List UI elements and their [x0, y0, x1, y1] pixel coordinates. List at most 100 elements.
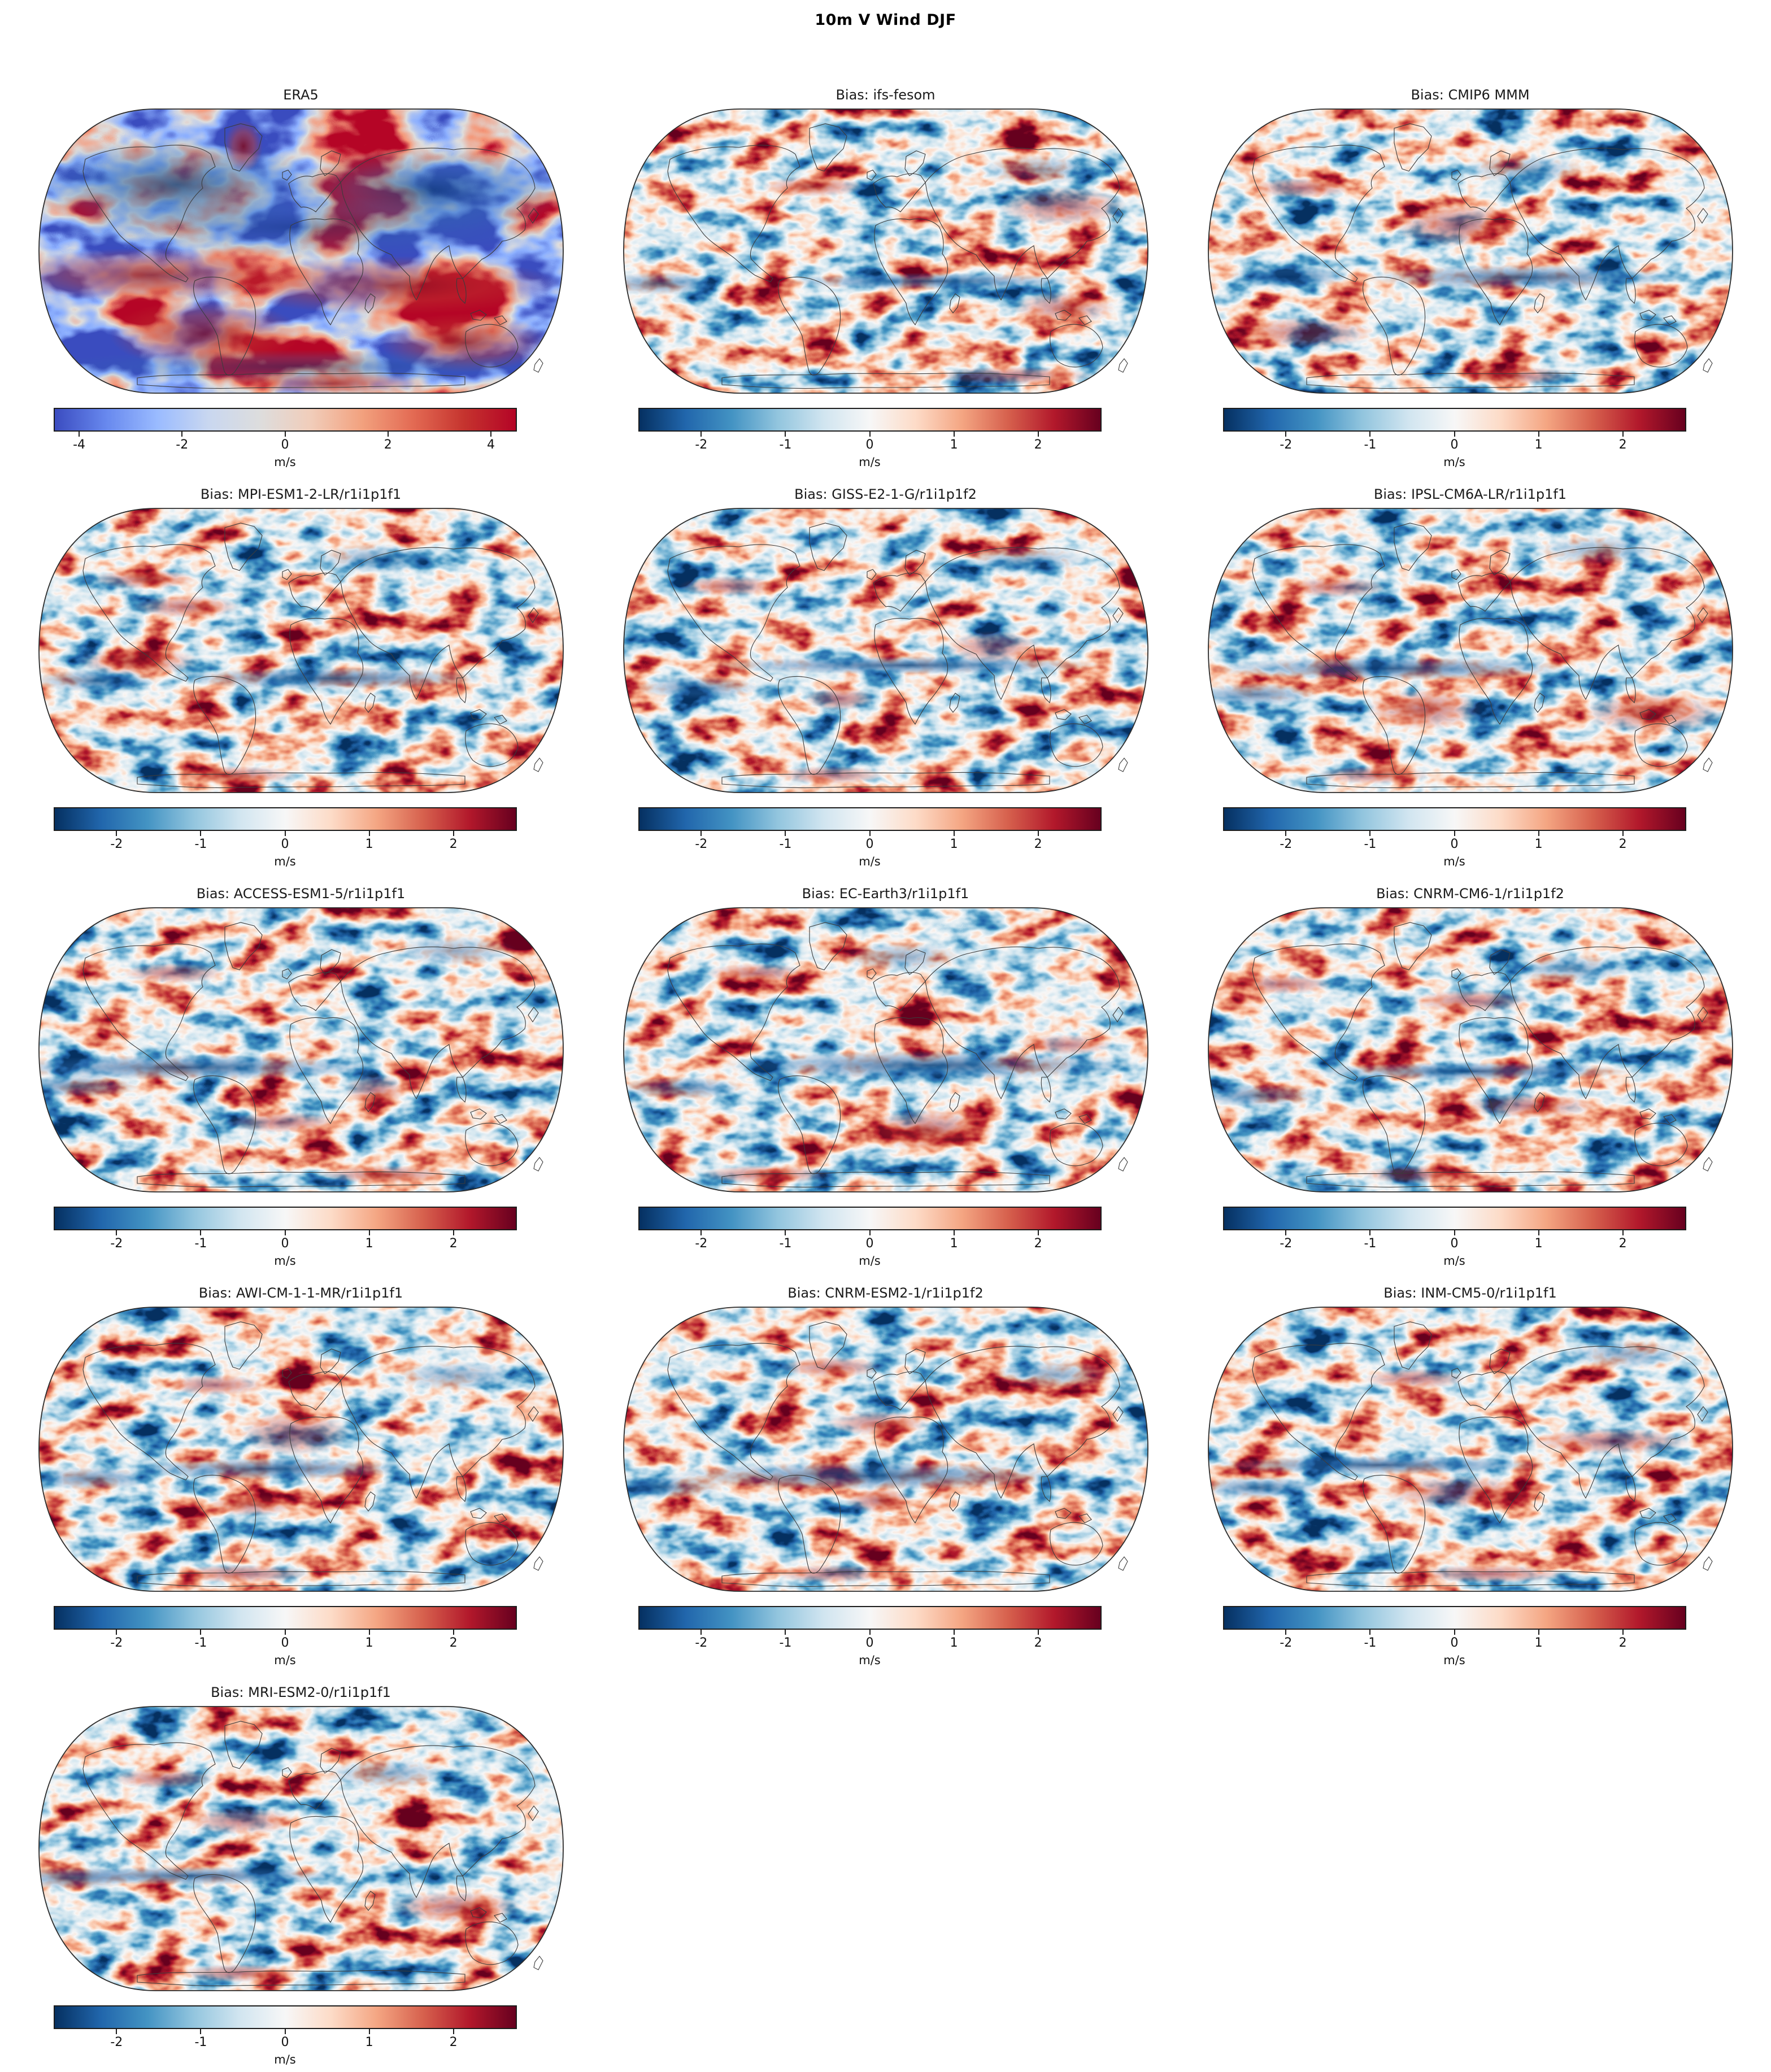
world-map [1207, 907, 1733, 1192]
colorbar-ticks: -2 -1 0 1 2 [638, 1630, 1102, 1652]
projection-outline [623, 508, 1148, 793]
colorbar-tick-mark [785, 831, 786, 836]
colorbar-tick-mark [116, 831, 118, 836]
colorbar-ticks: -2 -1 0 1 2 [1223, 831, 1686, 854]
colorbar-tick-label: -2 [110, 837, 123, 851]
colorbar-tick-mark [1369, 1230, 1371, 1235]
colorbar-tick-label: -2 [176, 438, 189, 452]
colorbar: -2 -1 0 1 2 m/s [53, 1606, 517, 1667]
projection-outline [623, 1307, 1148, 1592]
colorbar-tick-mark [116, 1630, 118, 1635]
colorbar-tick-label: 2 [384, 438, 392, 452]
world-map [38, 108, 564, 394]
colorbar-tick-mark [284, 831, 286, 836]
colorbar-tick-label: -1 [779, 837, 792, 851]
colorbar-tick-label: -2 [1280, 1636, 1293, 1650]
colorbar-unit-label: m/s [1443, 1653, 1465, 1667]
colorbar-tick-mark [116, 1230, 118, 1235]
colorbar: -2 -1 0 1 2 m/s [638, 408, 1102, 469]
colorbar-tick-label: 0 [281, 438, 289, 452]
colorbar-tick-mark [1369, 831, 1371, 836]
colorbar-tick-label: 2 [449, 1636, 458, 1650]
colorbar-unit-label: m/s [859, 855, 881, 868]
colorbar-unit-label: m/s [274, 855, 296, 868]
projection-outline [38, 1706, 564, 1991]
colorbar: -2 -1 0 1 2 m/s [638, 807, 1102, 868]
colorbar-gradient [1222, 1606, 1686, 1630]
colorbar-unit-label: m/s [1443, 1254, 1465, 1268]
colorbar-tick-label: -1 [1364, 1237, 1377, 1251]
colorbar-tick-label: -1 [1364, 837, 1377, 851]
colorbar-tick-label: 0 [1450, 1636, 1459, 1650]
world-map [623, 108, 1148, 394]
colorbar-tick-label: 0 [281, 837, 289, 851]
colorbar-tick-mark [452, 1230, 454, 1235]
colorbar-tick-label: 1 [365, 1237, 373, 1251]
figure-header: 10m V Wind DJF [0, 0, 1771, 29]
colorbar-ticks: -2 -1 0 1 2 [54, 2029, 517, 2052]
colorbar-tick-label: 0 [865, 438, 874, 452]
colorbar-tick-mark [1622, 1630, 1624, 1635]
colorbar-tick-label: 1 [950, 837, 958, 851]
colorbar-ticks: -2 -1 0 1 2 [1223, 1230, 1686, 1253]
colorbar-tick-mark [869, 1230, 871, 1235]
map-panel: Bias: MRI-ESM2-0/r1i1p1f1 -2 -1 0 1 2 m/s [36, 1684, 567, 2066]
colorbar-tick-label: 1 [950, 438, 958, 452]
figure-title: 10m V Wind DJF [815, 11, 956, 29]
colorbar-tick-mark [116, 2029, 118, 2034]
colorbar-tick-mark [953, 1630, 955, 1635]
colorbar-tick-label: -1 [194, 1237, 207, 1251]
colorbar-tick-mark [1538, 432, 1539, 437]
projection-outline [623, 907, 1148, 1192]
colorbar-tick-mark [1454, 432, 1455, 437]
world-map [38, 1307, 564, 1592]
world-map [38, 508, 564, 793]
colorbar-tick-label: 1 [1534, 438, 1543, 452]
colorbar-tick-label: -1 [194, 1636, 207, 1650]
world-map [623, 1307, 1148, 1592]
colorbar-tick-mark [79, 432, 80, 437]
colorbar-tick-label: 0 [1450, 438, 1459, 452]
colorbar-tick-label: 2 [1034, 438, 1042, 452]
colorbar-tick-label: 0 [281, 2035, 289, 2049]
projection-outline [1207, 1307, 1733, 1592]
colorbar-tick-mark [1622, 1230, 1624, 1235]
colorbar-tick-mark [200, 1630, 202, 1635]
colorbar-tick-label: -2 [110, 2035, 123, 2049]
colorbar: -2 -1 0 1 2 m/s [638, 1606, 1102, 1667]
colorbar-ticks: -2 -1 0 1 2 [1223, 432, 1686, 454]
colorbar-unit-label: m/s [274, 2053, 296, 2066]
colorbar-gradient [1222, 807, 1686, 831]
colorbar-tick-label: 2 [1618, 837, 1627, 851]
colorbar-tick-label: 2 [1618, 1237, 1627, 1251]
colorbar-tick-mark [785, 1230, 786, 1235]
colorbar-gradient [638, 1207, 1102, 1230]
colorbar-tick-label: -2 [695, 1636, 708, 1650]
colorbar-tick-mark [1285, 1230, 1287, 1235]
colorbar-tick-label: 2 [1618, 438, 1627, 452]
colorbar-tick-label: 0 [865, 837, 874, 851]
colorbar-tick-mark [1454, 831, 1455, 836]
map-panel: Bias: ACCESS-ESM1-5/r1i1p1f1 -2 -1 0 1 2 m/s [36, 885, 567, 1268]
colorbar-tick-label: 2 [449, 837, 458, 851]
colorbar-ticks: -2 -1 0 1 2 [638, 1230, 1102, 1253]
colorbar-tick-mark [700, 1230, 702, 1235]
colorbar: -2 -1 0 1 2 m/s [53, 807, 517, 868]
colorbar-gradient [53, 1207, 517, 1230]
colorbar-tick-label: -2 [110, 1636, 123, 1650]
colorbar-tick-mark [200, 831, 202, 836]
colorbar-gradient [638, 1606, 1102, 1630]
map-panel: Bias: CNRM-CM6-1/r1i1p1f2 -2 -1 0 1 2 m/s [1205, 885, 1736, 1268]
map-panel: Bias: CMIP6 MMM -2 -1 0 1 2 m/s [1205, 86, 1736, 469]
colorbar: -2 -1 0 1 2 m/s [53, 1207, 517, 1268]
colorbar-tick-mark [869, 831, 871, 836]
colorbar-tick-mark [200, 1230, 202, 1235]
colorbar-tick-mark [1285, 432, 1287, 437]
colorbar-tick-mark [1037, 1230, 1039, 1235]
colorbar-ticks: -4 -2 0 2 4 [54, 432, 517, 454]
colorbar-tick-mark [1037, 432, 1039, 437]
colorbar-unit-label: m/s [274, 1653, 296, 1667]
projection-outline [38, 907, 564, 1192]
colorbar: -2 -1 0 1 2 m/s [1222, 807, 1686, 868]
world-map [38, 907, 564, 1192]
